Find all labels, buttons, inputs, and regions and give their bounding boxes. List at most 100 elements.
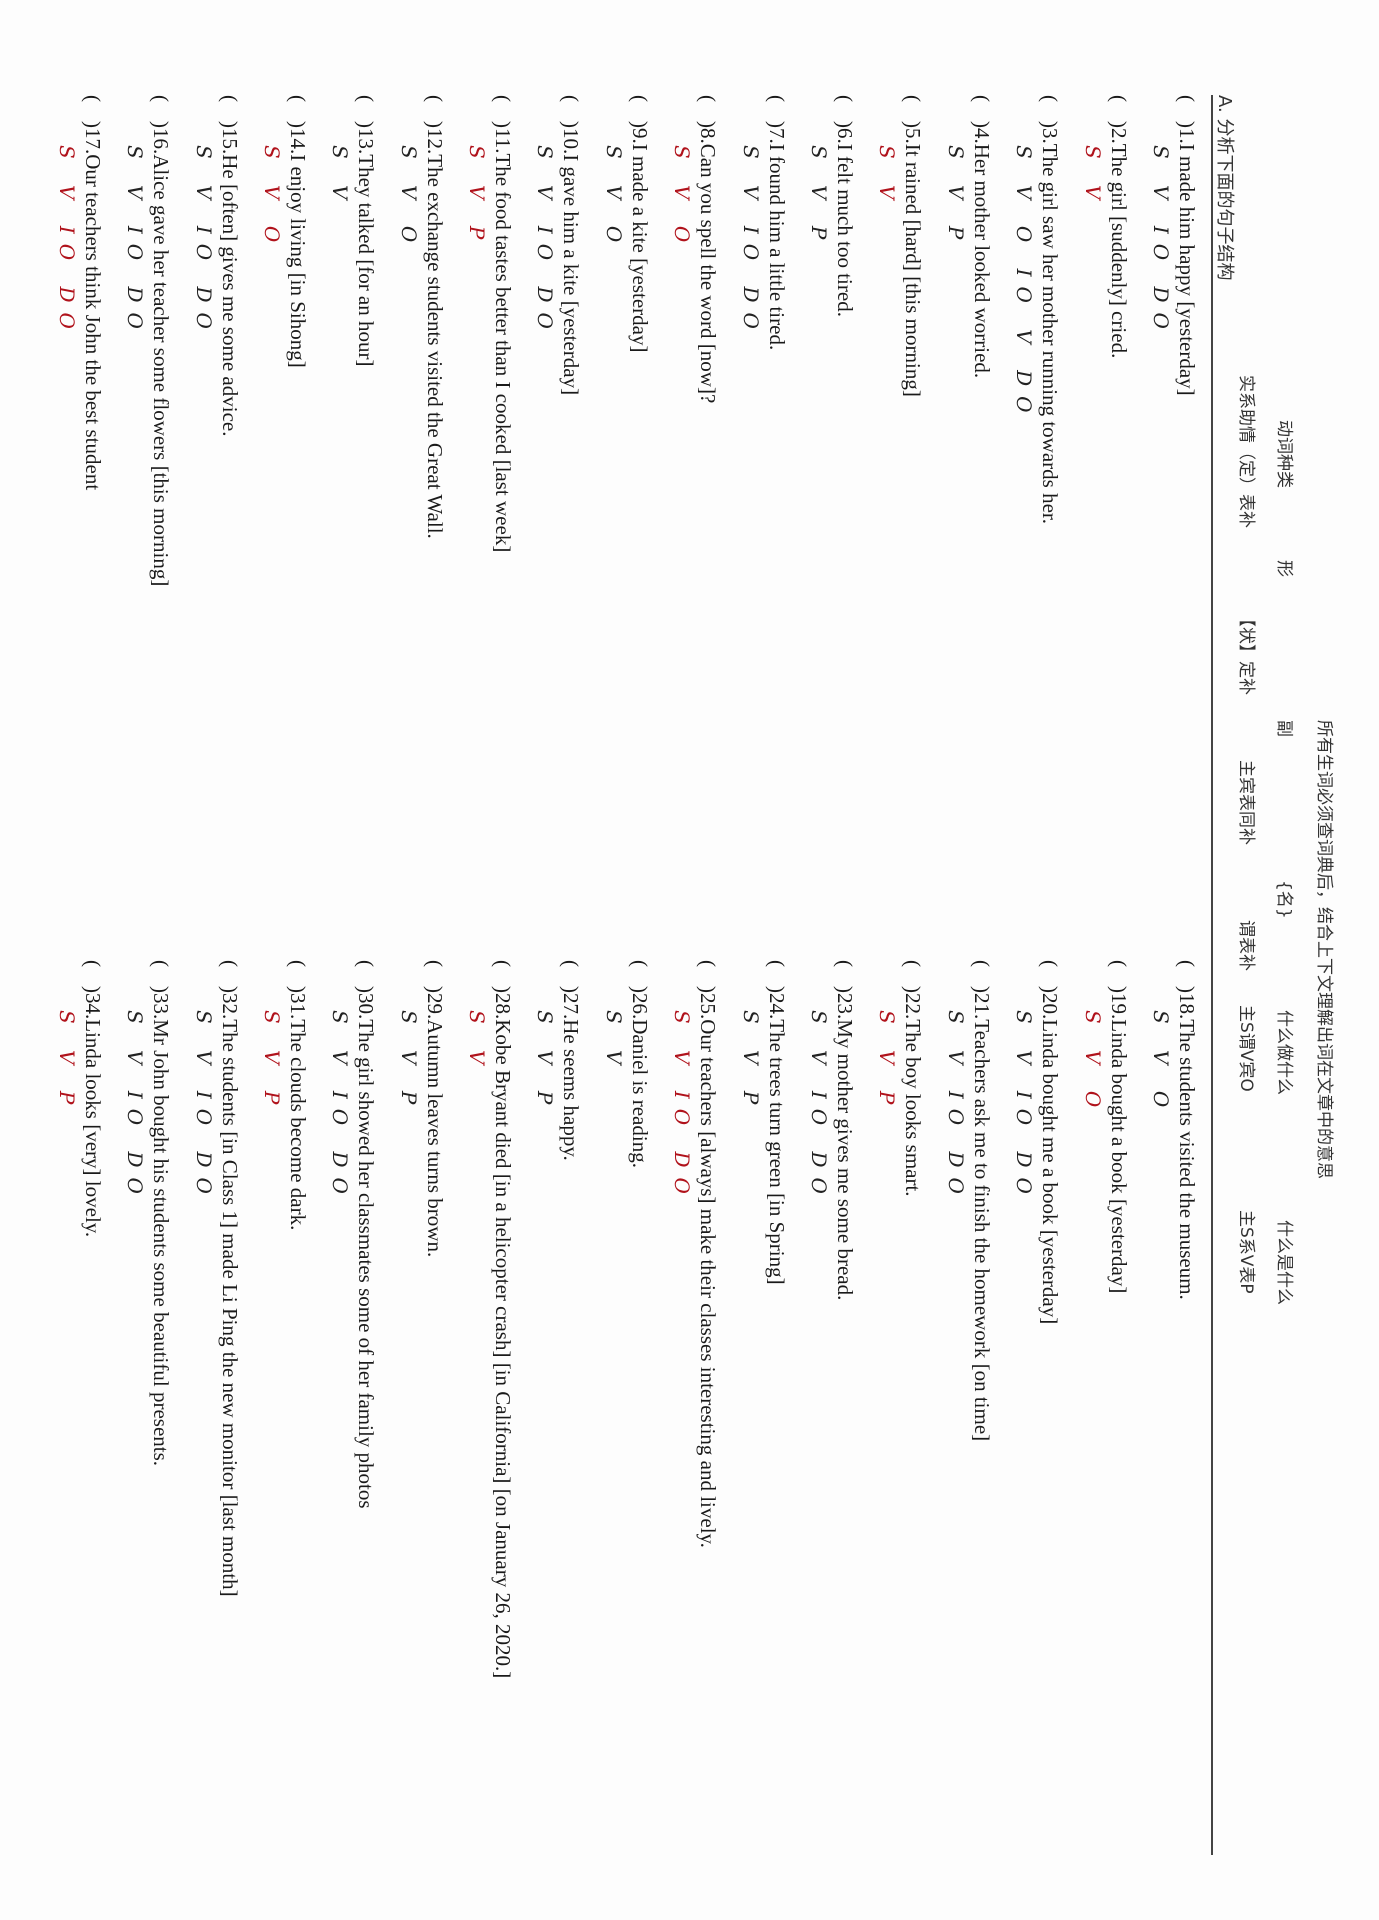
handwritten-annotation: S V IO DO [123, 145, 148, 339]
answer-blank[interactable]: ( [833, 960, 858, 967]
section-title: A. 分析下面的句子结构 [1214, 95, 1235, 281]
answer-blank[interactable]: ( [354, 95, 379, 102]
answer-blank[interactable]: ( [696, 95, 721, 102]
sentence-text: )7.I found him a little tired. [764, 121, 789, 351]
answer-blank[interactable]: ( [491, 95, 516, 102]
handwritten-annotation: S V P [807, 145, 832, 250]
handwritten-annotation: S V [875, 145, 900, 210]
header-svp: 主S系V表P [1236, 1210, 1256, 1294]
sentence-text: )2.The girl [suddenly] cried. [1106, 121, 1131, 359]
answer-blank[interactable]: ( [80, 95, 105, 102]
answer-blank[interactable]: ( [285, 960, 310, 967]
answer-blank[interactable]: ( [969, 95, 994, 102]
sentence-text: )27.He seems happy. [559, 986, 584, 1161]
handwritten-annotation: S V P [875, 1010, 900, 1115]
answer-blank[interactable]: ( [149, 960, 174, 967]
handwritten-annotation: S V P [943, 145, 968, 250]
handwritten-annotation: S V IO DO [328, 1010, 353, 1204]
answer-blank[interactable]: ( [422, 960, 447, 967]
handwritten-annotation: S V IO DO [191, 145, 216, 339]
sentence-text: )4.Her mother looked worried. [969, 121, 994, 379]
sentence-item: ()7.I found him a little tired. S V IO DO [720, 95, 789, 586]
handwritten-annotation: S V O [601, 145, 626, 253]
sentence-item: ()5.It rained [hard] [this morning] S V [857, 95, 925, 586]
sentence-item: ( )4.Her mother looked worried. S V P [925, 95, 994, 586]
sentence-text: )28.Kobe Bryant died [in a helicopter cr… [491, 986, 516, 1679]
sentence-item: ()22.The boy looks smart. S V P [857, 960, 925, 1678]
sentence-item: ()23.My mother gives me some bread. S V I… [789, 960, 857, 1678]
handwritten-annotation: S V P [465, 145, 490, 250]
answer-blank[interactable]: ( [901, 95, 926, 102]
sentence-item: ()3.The girl saw her mother running towa… [994, 95, 1062, 586]
sentence-text: )1.I made him happy [yesterday] [1175, 121, 1199, 396]
handwritten-annotation: S V IO DO [1149, 145, 1173, 339]
answer-blank[interactable]: ( [1106, 960, 1131, 967]
handwritten-annotation: S V IO DO [1012, 1010, 1037, 1204]
sentence-item: ( )28.Kobe Bryant died [in a helicopter c… [447, 960, 515, 1678]
sentence-text: )15.He [often] gives me some advice. [217, 121, 242, 437]
handwritten-annotation: S V IO DO [943, 1010, 968, 1204]
answer-blank[interactable]: ( [559, 960, 584, 967]
answer-blank[interactable]: ( [627, 95, 652, 102]
handwritten-annotation: S V P [259, 1010, 284, 1115]
answer-blank[interactable]: ( [80, 960, 105, 967]
answer-blank[interactable]: ( [285, 95, 310, 102]
answer-blank[interactable]: ( [1038, 95, 1063, 102]
answer-blank[interactable]: ( [1038, 960, 1063, 967]
sentence-item: ()31.The clouds become dark. S V P [242, 960, 310, 1678]
sentence-item: ( )1.I made him happy [yesterday] S V IO D… [1131, 95, 1199, 586]
answer-blank[interactable]: ( [901, 960, 926, 967]
left-sentence-column: ()1.I made him happy [yesterday] S V IO D… [36, 95, 1199, 586]
header-noun-roles: 主宾表同补 [1236, 760, 1256, 845]
answer-blank[interactable]: ( [491, 960, 516, 967]
header-noun: {名} [1274, 880, 1294, 919]
sentence-item: ()13.They talked [for an hour] S V [310, 95, 378, 586]
answer-blank[interactable]: ( [422, 95, 447, 102]
answer-blank[interactable]: ( [833, 95, 858, 102]
sentence-text: )17.Our teachers think John the best stu… [80, 121, 105, 491]
sentence-text: )11.The food tastes better than I cooked… [491, 121, 516, 553]
sentence-item: ( )32.The students [in Class 1] made Li P… [173, 960, 242, 1678]
answer-blank[interactable]: ( [1175, 960, 1199, 967]
sentence-item: ()8.Can you spell the word [now]? S V O [652, 95, 720, 586]
sentence-item: ( )17.Our teachers think John the best st… [36, 95, 105, 586]
handwritten-annotation: S V [328, 145, 353, 210]
sentence-item: ()10.I gave him a kite [yesterday] S V IO… [515, 95, 583, 586]
sentence-item: ()33.Mr John bought his students some be… [105, 960, 173, 1678]
header-divider [1211, 95, 1213, 1855]
sentence-text: )8.Can you spell the word [now]? [696, 121, 721, 404]
answer-blank[interactable]: ( [354, 960, 379, 967]
answer-blank[interactable]: ( [149, 95, 174, 102]
sentence-item: ( )19.Linda bought a book [yesterday] S V … [1062, 960, 1131, 1678]
header-verb-kinds: 实系助情（定）表补 [1236, 375, 1256, 528]
answer-blank[interactable]: ( [1175, 95, 1199, 102]
sentence-item: ()2.The girl [suddenly] cried. S V [1062, 95, 1131, 586]
sentence-text: )18.The students visited the museum. [1175, 986, 1199, 1300]
answer-blank[interactable]: ( [627, 960, 652, 967]
sentence-item: ( )20.Linda bought me a book [yesterday] S… [994, 960, 1062, 1678]
handwritten-annotation: S V IO DO [123, 1010, 148, 1204]
sentence-text: )14.I enjoy living [in Sihong] [285, 121, 310, 368]
answer-blank[interactable]: ( [559, 95, 584, 102]
sentence-text: )6.I felt much too tired. [833, 121, 858, 317]
sentence-item: ( )15.He [often] gives me some advice. S V… [173, 95, 242, 586]
answer-blank[interactable]: ( [217, 95, 242, 102]
sentence-item: ()29.Autumn leaves turns brown. S V P [378, 960, 447, 1678]
answer-blank[interactable]: ( [696, 960, 721, 967]
answer-blank[interactable]: ( [217, 960, 242, 967]
sentence-text: )32.The students [in Class 1] made Li Pi… [217, 986, 242, 1597]
sentence-text: )19.Linda bought a book [yesterday] [1106, 986, 1131, 1294]
answer-blank[interactable]: ( [1106, 95, 1131, 102]
answer-blank[interactable]: ( [764, 960, 789, 967]
answer-blank[interactable]: ( [764, 95, 789, 102]
sentence-item: ()30.The girl showed her classmates some… [310, 960, 378, 1678]
header-svp-meaning: 什么是什么 [1274, 1220, 1294, 1305]
sentence-text: )24.The trees turn green [in Spring] [764, 986, 789, 1285]
handwritten-annotation: S V O [1080, 1010, 1105, 1118]
header-svo-meaning: 什么做什么 [1274, 1010, 1294, 1095]
answer-blank[interactable]: ( [969, 960, 994, 967]
sentence-text: )10.I gave him a kite [yesterday] [559, 121, 584, 396]
sentence-text: )20.Linda bought me a book [yesterday] [1038, 986, 1063, 1325]
sentence-item: ()27.He seems happy. S V P [515, 960, 583, 1678]
